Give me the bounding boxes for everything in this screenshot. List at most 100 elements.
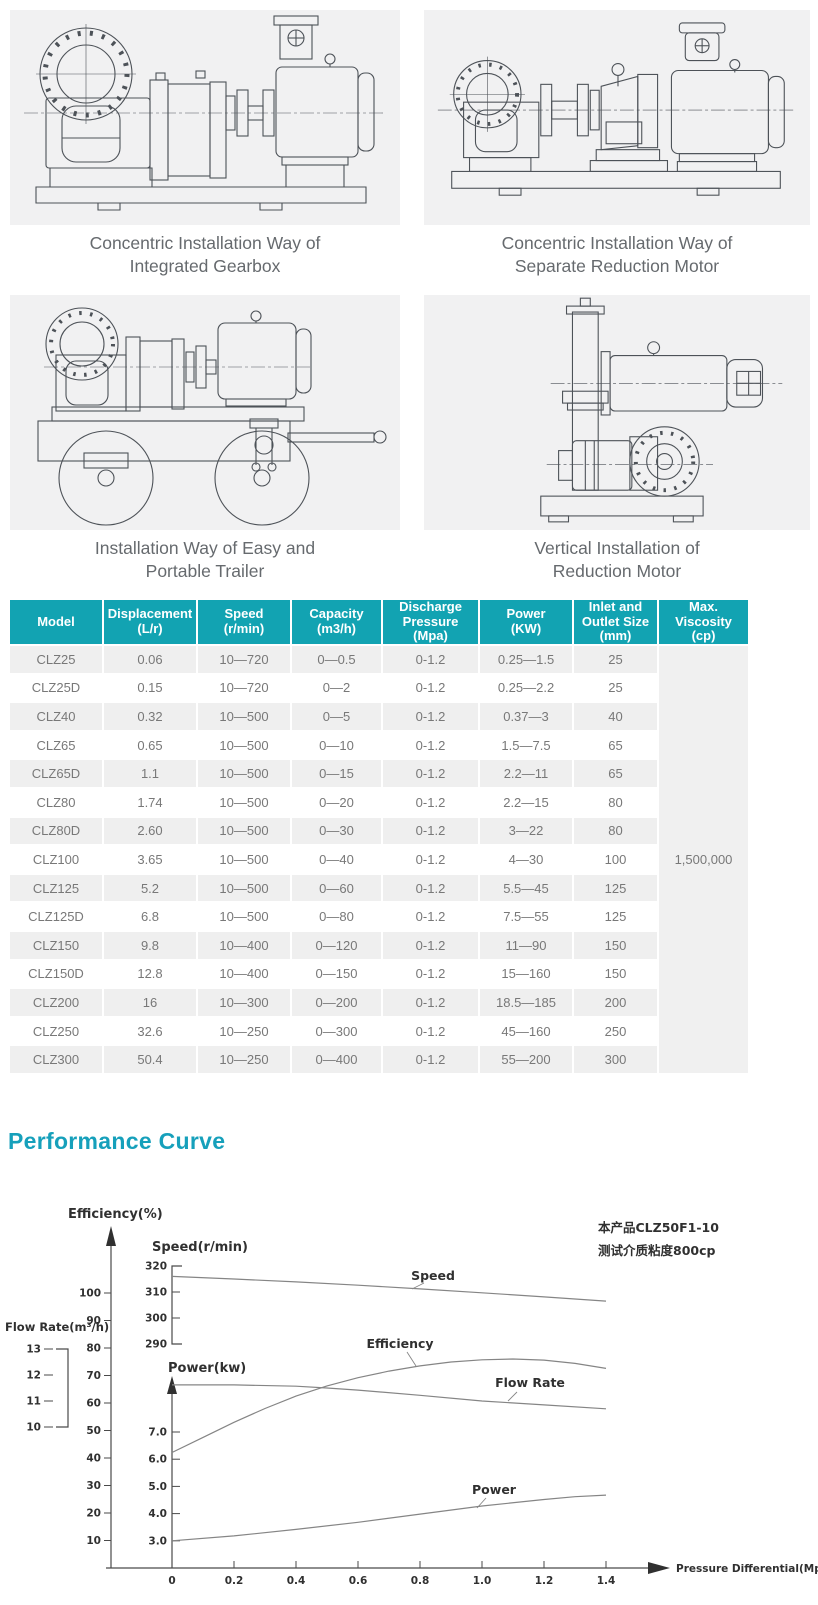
efficiency-tick-label: 10 <box>86 1535 101 1547</box>
drawing-panel-integrated-gearbox <box>10 10 400 225</box>
spec-cell: 0—80 <box>292 903 381 930</box>
caption-line: Concentric Installation Way of <box>89 233 321 253</box>
spec-cell: CLZ80D <box>10 817 102 845</box>
curve-label-efficiency: Efficiency <box>366 1336 433 1351</box>
spec-cell: 0-1.2 <box>383 846 478 873</box>
spec-cell: CLZ25D <box>10 674 102 702</box>
performance-curve-title: Performance Curve <box>8 1128 226 1154</box>
power-axis-label: Power(kw) <box>168 1361 246 1376</box>
spec-cell: 0—200 <box>292 989 381 1016</box>
flow-axis-label: Flow Rate(m³/h) <box>5 1320 109 1334</box>
curve-label-speed: Speed <box>411 1268 455 1283</box>
spec-cell: CLZ40 <box>10 703 102 730</box>
spec-cell: 0-1.2 <box>383 674 478 702</box>
efficiency-tick-label: 30 <box>86 1480 101 1492</box>
caption-line: Reduction Motor <box>552 560 682 581</box>
spec-header-col-1: Displacement (L/r) <box>104 600 196 644</box>
speed-axis-label: Speed(r/min) <box>152 1240 248 1255</box>
spec-cell: 0.25—1.5 <box>480 646 572 673</box>
spec-cell: 1.1 <box>104 760 196 787</box>
spec-cell: 0—5 <box>292 703 381 730</box>
spec-cell: 0.37—3 <box>480 703 572 730</box>
spec-cell: 0—2 <box>292 674 381 702</box>
spec-cell: 0-1.2 <box>383 960 478 988</box>
spec-cell: 10—500 <box>198 703 290 730</box>
speed-tick-label: 300 <box>145 1313 167 1325</box>
spec-cell: 0-1.2 <box>383 874 478 902</box>
spec-header-col-5: Power (KW) <box>480 600 572 644</box>
spec-cell: 125 <box>574 874 657 902</box>
spec-cell: 32.6 <box>104 1017 196 1045</box>
spec-cell: 0—40 <box>292 846 381 873</box>
speed-tick-label: 320 <box>145 1261 167 1273</box>
spec-row-CLZ100: CLZ100 3.65 10—500 0—40 0-1.2 4—30 100 <box>10 846 748 873</box>
spec-row-CLZ25D: CLZ25D 0.15 10—720 0—2 0-1.2 0.25—2.2 25 <box>10 674 748 702</box>
spec-cell: CLZ100 <box>10 846 102 873</box>
performance-chart: Efficiency(%) 100 90 80 70 60 50 40 30 20 10 Speed(… <box>0 1180 818 1600</box>
spec-table-header: Model Displacement (L/r) Speed (r/min) Capaci… <box>10 599 748 644</box>
flow-tick-label: 11 <box>26 1396 41 1408</box>
spec-cell: 0—10 <box>292 731 381 759</box>
caption-line: Installation Way of Easy and <box>94 538 316 558</box>
curve-label-flow-rate: Flow Rate <box>495 1375 565 1390</box>
spec-cell: 0—15 <box>292 760 381 787</box>
spec-cell: 10—250 <box>198 1046 290 1073</box>
drawing-panel-separate-reduction-motor <box>424 10 810 225</box>
spec-cell: 100 <box>574 846 657 873</box>
spec-cell: 65 <box>574 731 657 759</box>
spec-cell: 0-1.2 <box>383 903 478 930</box>
spec-cell: CLZ125 <box>10 874 102 902</box>
spec-cell: 0.06 <box>104 646 196 673</box>
x-tick-label: 1.4 <box>597 1575 616 1587</box>
spec-cell: 2.2—11 <box>480 760 572 787</box>
spec-cell: 55—200 <box>480 1046 572 1073</box>
spec-cell: 40 <box>574 703 657 730</box>
spec-cell: 150 <box>574 960 657 988</box>
power-tick-label: 4.0 <box>148 1508 167 1520</box>
spec-cell: 10—250 <box>198 1017 290 1045</box>
spec-cell: 10—500 <box>198 760 290 787</box>
spec-header-col-6: Inlet and Outlet Size (mm) <box>574 599 657 644</box>
spec-row-CLZ200: CLZ200 16 10—300 0—200 0-1.2 18.5—185 200 <box>10 989 748 1016</box>
speed-tick-label: 290 <box>145 1339 167 1351</box>
spec-cell: 0-1.2 <box>383 703 478 730</box>
caption-line: Vertical Installation of <box>534 538 700 558</box>
spec-cell: 3.65 <box>104 846 196 873</box>
spec-cell: CLZ150 <box>10 931 102 959</box>
spec-cell: CLZ80 <box>10 788 102 816</box>
spec-cell: 0.15 <box>104 674 196 702</box>
spec-cell: CLZ65D <box>10 760 102 787</box>
spec-cell: 80 <box>574 817 657 845</box>
spec-cell: 25 <box>574 674 657 702</box>
efficiency-axis-arrow <box>106 1226 116 1246</box>
pump-separate-reduction-motor-drawing <box>437 22 797 196</box>
x-tick-label: 0.6 <box>349 1575 368 1587</box>
spec-cell: 7.5—55 <box>480 903 572 930</box>
spec-cell: 16 <box>104 989 196 1016</box>
spec-cell: 10—500 <box>198 846 290 873</box>
caption-line: Portable Trailer <box>145 560 265 581</box>
spec-cell: 6.8 <box>104 903 196 930</box>
spec-cell: 0—400 <box>292 1046 381 1073</box>
spec-cell: 0.65 <box>104 731 196 759</box>
spec-cell: 18.5—185 <box>480 989 572 1016</box>
efficiency-tick-label: 100 <box>79 1288 101 1300</box>
curve-label-leader <box>507 1391 518 1402</box>
max-viscosity-cell: 1,500,000 <box>659 646 748 1073</box>
efficiency-tick-label: 80 <box>86 1343 101 1355</box>
spec-cell: 0—60 <box>292 874 381 902</box>
spec-cell: 0-1.2 <box>383 1046 478 1073</box>
spec-cell: 0-1.2 <box>383 788 478 816</box>
spec-cell: 25 <box>574 646 657 673</box>
power-tick-label: 5.0 <box>148 1481 167 1493</box>
x-tick-label: 0.8 <box>411 1575 430 1587</box>
caption-line: Concentric Installation Way of <box>501 233 733 253</box>
flow-tick-label: 13 <box>26 1344 41 1356</box>
drawing-panel-portable-trailer <box>10 295 400 530</box>
x-tick-label: 1.0 <box>473 1575 492 1587</box>
caption-vertical-reduction-motor: Vertical Installation of Reduction Motor <box>424 537 810 583</box>
power-tick-label: 3.0 <box>148 1535 167 1547</box>
spec-cell: 10—400 <box>198 931 290 959</box>
spec-cell: CLZ300 <box>10 1046 102 1073</box>
spec-cell: 10—500 <box>198 903 290 930</box>
